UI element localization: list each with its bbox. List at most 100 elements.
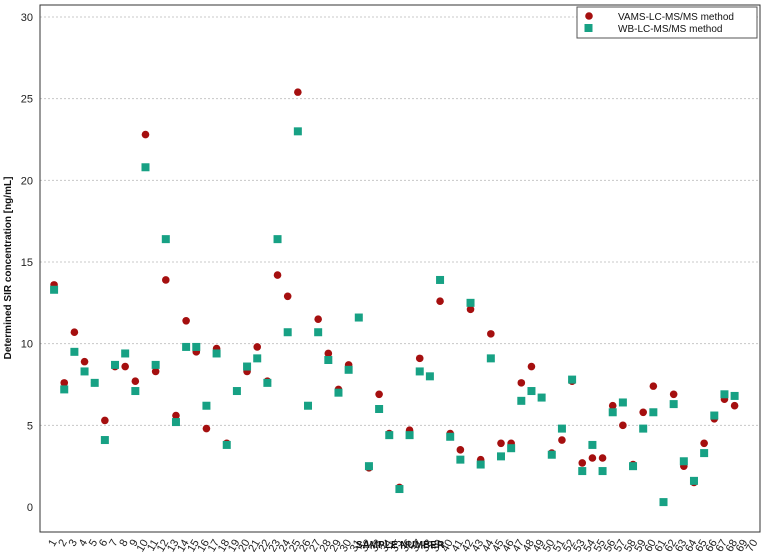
wb-point [568,375,577,384]
vams-point [141,130,150,139]
wb-point [608,408,617,417]
x-tick-label: 16 [196,538,213,552]
wb-point [659,498,668,507]
wb-point [131,387,140,396]
wb-point [405,431,414,440]
x-tick-label: 48 [521,538,538,552]
x-tick-label: 63 [673,538,690,552]
x-tick-label: 6 [97,538,110,549]
vams-point [283,292,292,301]
wb-point [415,367,424,376]
wb-point [293,127,302,136]
wb-point [222,440,231,449]
wb-point [425,372,434,381]
x-tick-label: 57 [612,538,629,552]
wb-point [395,485,404,494]
plot-area [39,4,761,533]
y-tick-label: 25 [21,94,33,106]
wb-point [344,365,353,374]
vams-point [101,416,109,425]
x-tick-label: 26 [297,538,314,552]
y-tick-label: 5 [27,420,33,432]
wb-point [496,452,505,461]
y-tick-label: 15 [21,257,33,269]
x-tick-label: 47 [510,538,527,552]
vams-point [253,343,262,351]
wb-point [324,356,333,364]
vams-point [121,362,129,371]
vams-point [497,439,505,448]
wb-point [111,360,120,369]
x-tick-label: 19 [226,538,243,552]
wb-point [385,431,394,440]
x-tick-label: 1 [46,538,59,549]
x-tick-label: 64 [683,538,700,552]
vams-point [527,362,536,371]
wb-point [547,450,556,459]
y-axis-ticks: 0 5 10 15 20 25 30 [21,12,33,514]
wb-point [151,360,160,369]
x-tick-label: 65 [693,538,710,552]
vams-point [598,454,607,462]
x-tick-label: 9 [127,538,140,549]
x-tick-label: 68 [724,538,741,552]
wb-point [202,401,211,410]
wb-point [537,393,546,402]
wb-point [161,235,170,244]
x-axis-title: SAMPLE NUMBER [356,540,445,551]
x-tick-label: 18 [216,538,233,552]
vams-point [700,439,708,448]
x-tick-label: 29 [328,538,345,552]
wb-point [182,342,191,351]
vams-point [273,271,282,279]
wb-point [314,328,323,337]
x-tick-label: 7 [107,538,120,549]
wb-point [364,462,373,471]
wb-point [557,424,566,433]
wb-point [466,298,475,307]
legend-marker-wb [584,24,593,32]
vams-point [151,367,160,376]
wb-point [700,449,709,458]
x-tick-label: 62 [663,538,680,552]
wb-point [263,378,272,387]
vams-point [202,424,211,433]
x-tick-label: 20 [236,538,253,552]
x-tick-label: 5 [87,538,100,549]
legend-label-vams: VAMS-LC-MS/MS method [618,12,734,23]
wb-point [598,467,607,476]
y-tick-label: 20 [21,175,33,187]
x-tick-label: 54 [581,538,598,552]
vams-point [294,88,302,96]
wb-point [476,460,485,469]
x-tick-label: 50 [541,538,558,552]
wb-point [141,163,150,172]
x-tick-label: 32 [358,538,375,552]
wb-point [354,313,363,322]
legend: VAMS-LC-MS/MS method WB-LC-MS/MS method [576,6,758,39]
x-tick-label: 35 [389,538,406,552]
x-tick-label: 8 [117,538,130,549]
x-tick-label: 56 [602,538,619,552]
x-tick-label: 2 [56,538,69,549]
wb-point [689,476,698,485]
x-tick-label: 60 [642,538,659,552]
wb-point [232,387,241,396]
x-tick-label: 28 [317,538,334,552]
x-tick-label: 22 [256,538,273,552]
x-tick-label: 40 [439,538,456,552]
wb-point [720,390,729,399]
x-tick-label: 31 [348,538,365,552]
x-tick-label: 53 [571,538,588,552]
x-axis-ticks: 1234567891011121314151617181920212223242… [46,538,760,552]
x-tick-label: 69 [734,538,751,552]
vams-point [60,379,69,387]
wb-point [446,432,455,441]
x-tick-label: 23 [267,538,284,552]
x-tick-label: 66 [703,538,720,552]
wb-point [669,400,678,409]
vams-point [517,379,526,387]
x-tick-label: 36 [399,538,416,552]
x-tick-label: 30 [338,538,355,552]
wb-point [588,440,597,449]
